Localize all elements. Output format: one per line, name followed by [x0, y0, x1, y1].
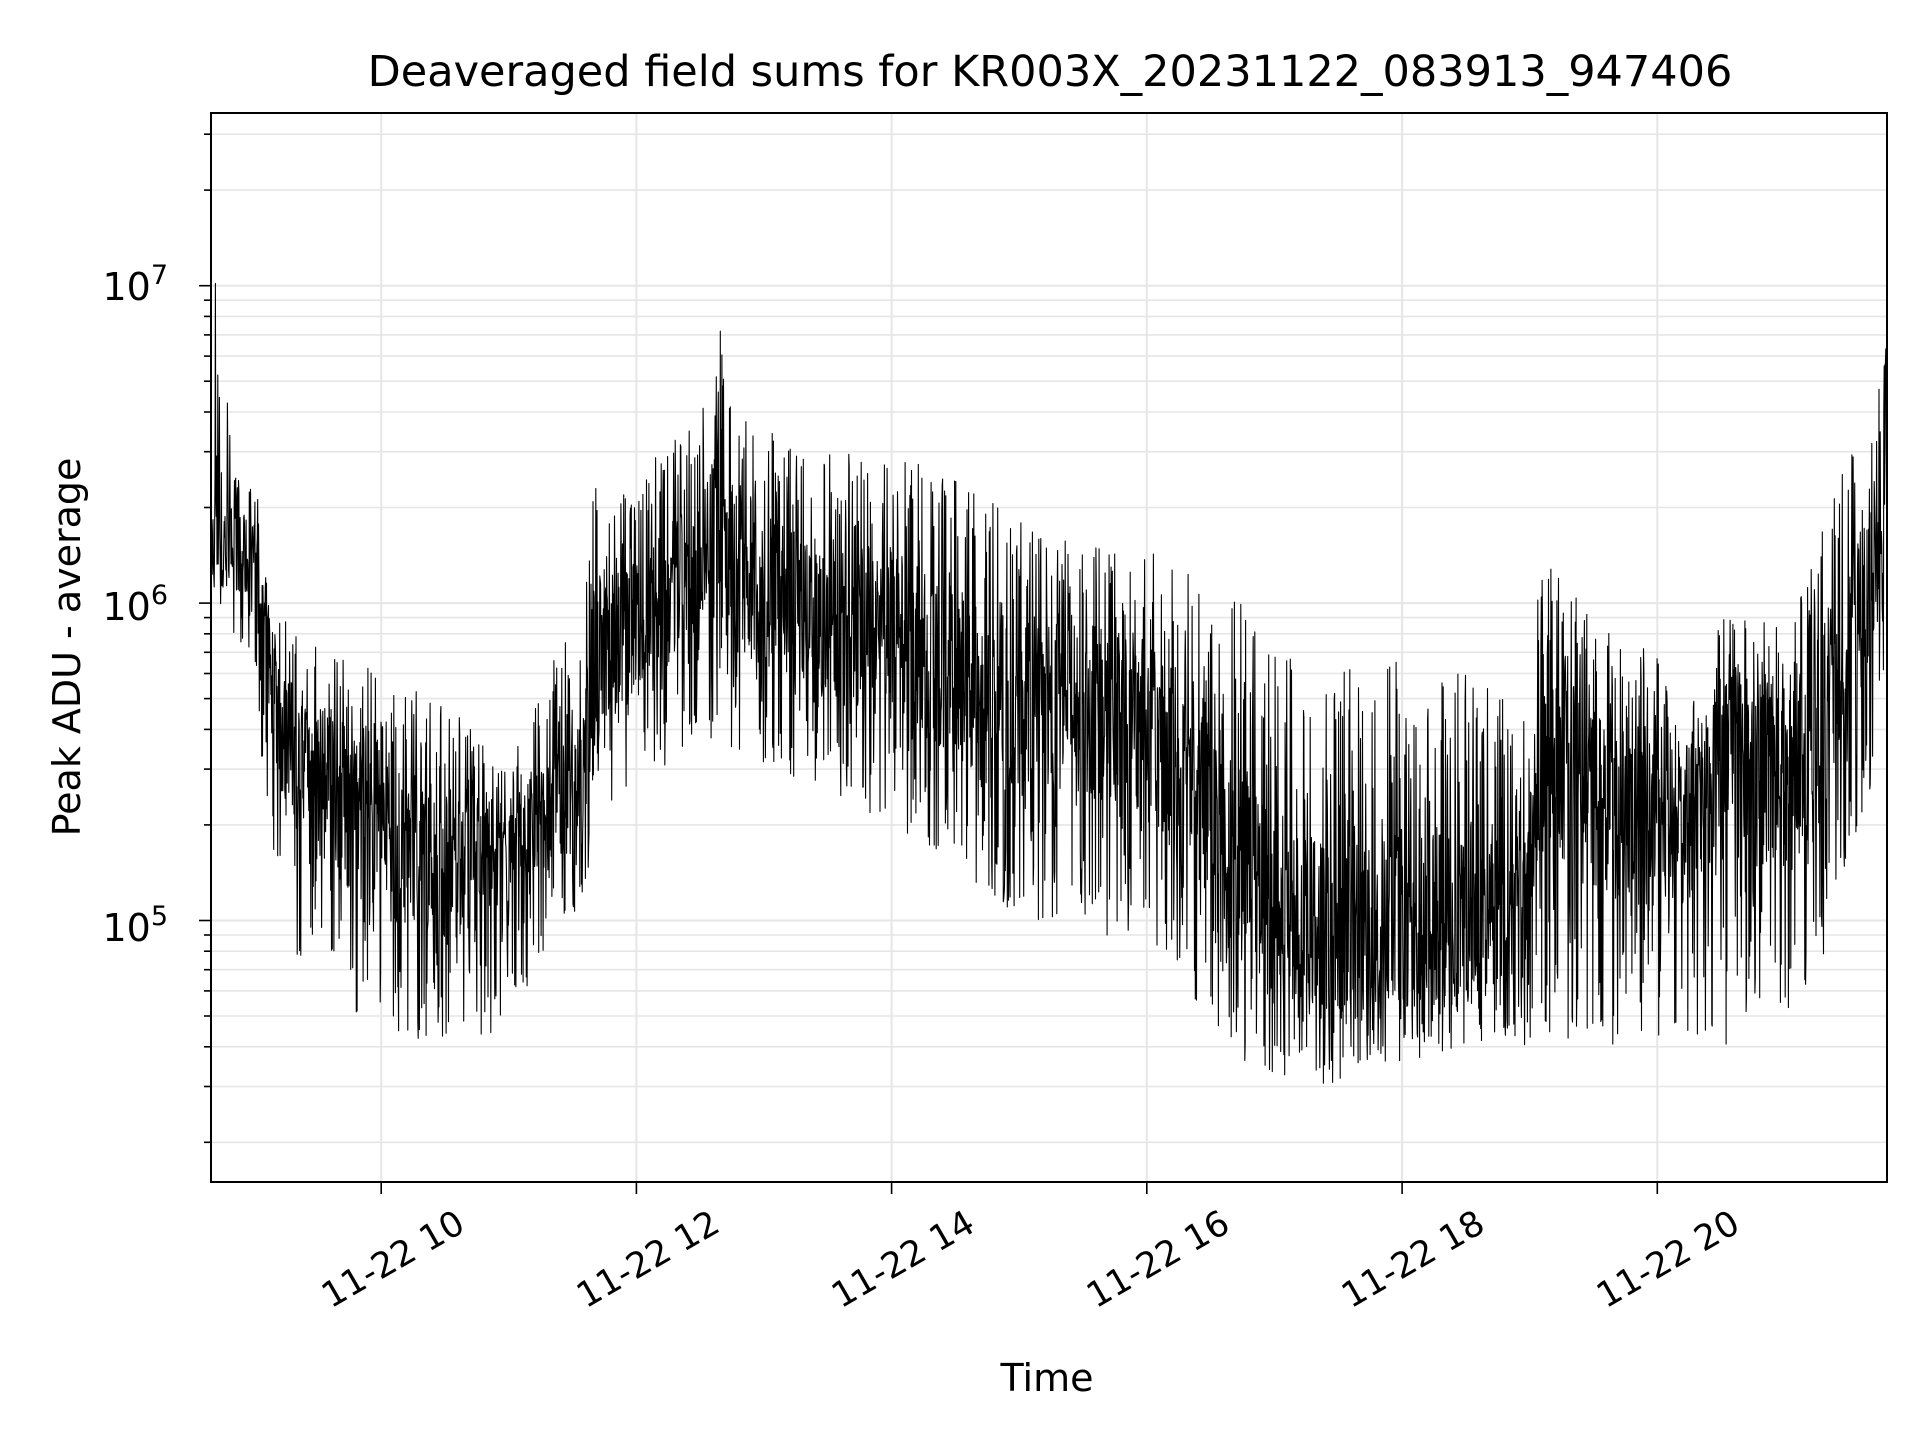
x-tick-label: 11-22 10: [315, 1203, 471, 1316]
x-axis-label: Time: [1000, 1356, 1094, 1400]
plot-frame: [210, 112, 1888, 1183]
y-tick-label: 106: [102, 580, 168, 629]
axis-ticks: [199, 133, 1659, 1194]
y-tick-label: 107: [102, 260, 168, 309]
chart-title: Deaveraged field sums for KR003X_2023112…: [368, 47, 1733, 97]
series-line: [211, 282, 1887, 1084]
y-tick-label: 105: [102, 901, 168, 950]
series-trace: [211, 282, 1887, 1084]
x-tick-label: 11-22 12: [570, 1203, 726, 1316]
y-tick-exponent: 5: [151, 901, 168, 932]
x-tick-label: 11-22 14: [825, 1203, 981, 1316]
y-tick-labels: 105 106 107: [102, 260, 168, 950]
y-tick-exponent: 6: [151, 580, 168, 611]
x-tick-labels: 11-22 10 11-22 12 11-22 14 11-22 16 11-2…: [315, 1203, 1746, 1316]
x-tick-label: 11-22 16: [1080, 1203, 1236, 1316]
x-tick-label: 11-22 18: [1335, 1203, 1491, 1316]
y-tick-base: 10: [102, 585, 150, 629]
y-tick-exponent: 7: [151, 260, 168, 291]
y-tick-base: 10: [102, 906, 150, 950]
x-tick-label: 11-22 20: [1590, 1203, 1746, 1316]
y-tick-base: 10: [102, 265, 150, 309]
y-axis-label: Peak ADU - average: [45, 458, 89, 837]
